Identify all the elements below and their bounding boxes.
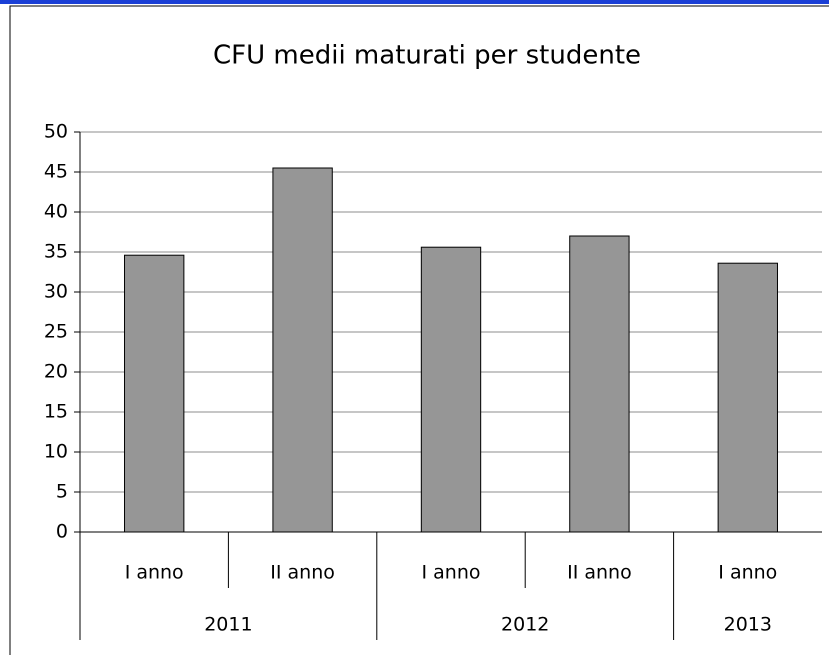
y-tick-label: 50 [44,121,68,143]
y-tick-label: 15 [44,401,68,423]
x-tick-label: I anno [718,562,777,584]
bar [569,235,630,533]
bar [717,262,778,533]
y-tick-label: 45 [44,161,68,183]
y-tick-label: 35 [44,241,68,263]
x-tick-label: I anno [125,562,184,584]
y-tick-label: 10 [44,441,68,463]
x-tick-label: II anno [270,562,335,584]
group-label: 2011 [204,614,252,636]
y-tick-label: 0 [56,521,68,543]
bar [420,246,482,533]
x-tick-label: II anno [567,562,632,584]
x-tick-label: I anno [422,562,481,584]
y-tick-label: 20 [44,361,68,383]
y-tick-label: 5 [56,481,68,503]
y-tick-label: 25 [44,321,68,343]
bar [124,254,185,533]
y-tick-label: 30 [44,281,68,303]
group-label: 2013 [724,614,772,636]
top-bar [0,0,829,4]
chart-title: CFU medii maturati per studente [213,41,641,71]
y-tick-label: 40 [44,201,68,223]
group-label: 2012 [501,614,549,636]
bar [272,167,333,533]
